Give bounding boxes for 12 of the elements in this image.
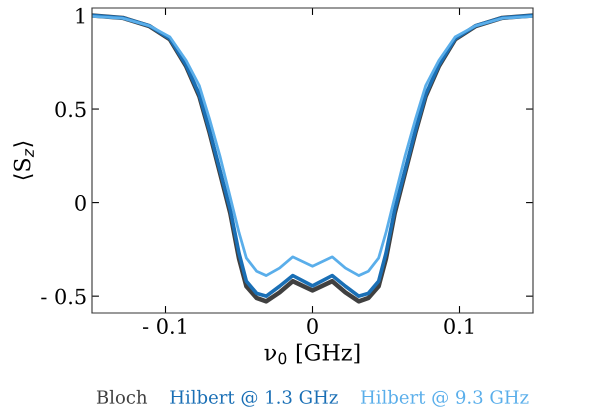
y-tick-label: - 0.5 — [41, 288, 86, 304]
y-tick-label: 0.5 — [55, 101, 86, 118]
y-axis-title: ⟨S$_{z}$⟩ — [13, 142, 34, 180]
x-tick-label: 0.1 — [444, 318, 474, 334]
text: Hilbert @ 9.3 GHz — [360, 390, 528, 407]
text: Hilbert @ 1.3 GHz — [170, 390, 338, 407]
text: Bloch — [96, 390, 148, 404]
y-tick-label: 1 — [76, 8, 84, 24]
x-tick-label: 0 — [307, 318, 318, 334]
x-tick-label: - 0.1 — [143, 318, 186, 334]
x-axis-title: ν$_{0}$ [GHz] — [264, 344, 360, 364]
y-tick-label: 0 — [75, 195, 86, 211]
